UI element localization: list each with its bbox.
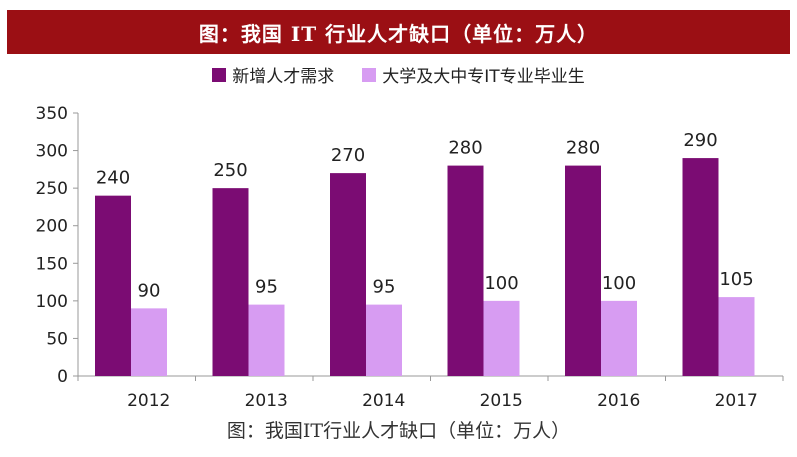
bar-series-1 — [330, 173, 366, 376]
legend-label-series-2: 大学及大中专IT专业毕业生 — [382, 67, 585, 87]
y-tick-label: 50 — [46, 329, 68, 349]
bar-series-2 — [248, 304, 285, 376]
data-label-series-1: 290 — [683, 130, 717, 151]
y-tick-label: 100 — [36, 292, 68, 312]
bar-series-1 — [95, 195, 131, 376]
x-tick-label: 2016 — [597, 391, 640, 411]
data-label-series-2: 100 — [602, 273, 636, 294]
data-label-series-1: 240 — [96, 168, 130, 189]
bar-series-2 — [483, 300, 520, 376]
legend: 新增人才需求 大学及大中专IT专业毕业生 — [0, 62, 797, 87]
bar-series-2 — [601, 300, 637, 376]
legend-swatch-series-2 — [362, 67, 377, 82]
y-tick-label: 0 — [57, 367, 68, 387]
data-label-series-2: 95 — [255, 277, 278, 298]
y-tick-label: 300 — [36, 142, 68, 162]
chart-title-bar: 图：我国 IT 行业人才缺口（单位：万人） — [7, 10, 790, 54]
chart-title: 图：我国 IT 行业人才缺口（单位：万人） — [198, 21, 599, 46]
data-label-series-2: 90 — [138, 280, 161, 301]
bar-series-1 — [682, 158, 719, 376]
bar-series-1 — [212, 188, 249, 376]
y-tick-label: 150 — [36, 254, 68, 274]
y-tick-label: 250 — [36, 179, 68, 199]
x-tick-label: 2012 — [127, 391, 170, 411]
x-tick-label: 2014 — [362, 391, 405, 411]
bar-series-1 — [565, 165, 601, 376]
data-label-series-2: 95 — [373, 277, 396, 298]
y-tick-label: 350 — [36, 104, 68, 124]
data-label-series-1: 280 — [448, 138, 482, 159]
legend-swatch-series-1 — [212, 67, 227, 82]
legend-item-series-2: 大学及大中专IT专业毕业生 — [362, 62, 585, 87]
x-tick-label: 2017 — [715, 391, 758, 411]
data-label-series-1: 270 — [331, 145, 365, 166]
x-tick-label: 2013 — [245, 391, 288, 411]
data-label-series-1: 280 — [566, 138, 600, 159]
data-label-series-1: 250 — [213, 160, 247, 181]
bar-series-1 — [447, 165, 484, 376]
x-tick-label: 2015 — [480, 391, 523, 411]
data-label-series-2: 105 — [719, 269, 753, 290]
bar-series-2 — [366, 304, 402, 376]
bar-series-2 — [131, 308, 167, 376]
data-label-series-2: 100 — [484, 273, 518, 294]
bar-series-2 — [718, 297, 755, 376]
figure-caption: 图：我国IT行业人才缺口（单位：万人） — [226, 420, 571, 442]
legend-item-series-1: 新增人才需求 — [212, 62, 334, 87]
y-tick-label: 200 — [36, 217, 68, 237]
legend-label-series-1: 新增人才需求 — [232, 67, 335, 87]
